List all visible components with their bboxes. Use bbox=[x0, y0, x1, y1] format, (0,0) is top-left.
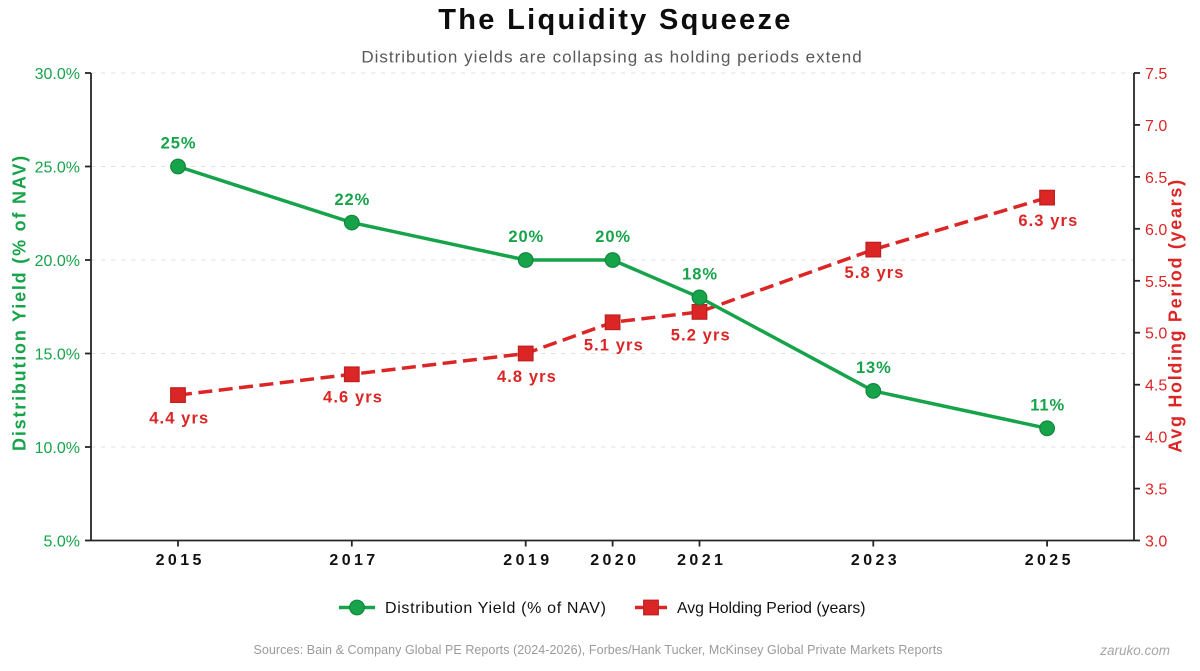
svg-text:6.0: 6.0 bbox=[1145, 222, 1167, 239]
svg-text:20%: 20% bbox=[508, 228, 544, 246]
svg-text:4.4 yrs: 4.4 yrs bbox=[149, 410, 209, 428]
svg-text:25.0%: 25.0% bbox=[35, 160, 80, 177]
svg-text:Sources: Bain & Company Global: Sources: Bain & Company Global PE Report… bbox=[253, 643, 942, 657]
svg-text:Distribution Yield (% of NAV): Distribution Yield (% of NAV) bbox=[10, 154, 30, 451]
svg-text:20%: 20% bbox=[595, 228, 631, 246]
svg-text:2025: 2025 bbox=[1025, 552, 1074, 569]
svg-text:30.0%: 30.0% bbox=[35, 66, 80, 83]
svg-text:2023: 2023 bbox=[851, 552, 900, 569]
svg-text:5.0: 5.0 bbox=[1145, 326, 1167, 343]
svg-text:15.0%: 15.0% bbox=[35, 347, 80, 364]
svg-text:4.8 yrs: 4.8 yrs bbox=[497, 368, 557, 386]
svg-text:zaruko.com: zaruko.com bbox=[1099, 643, 1170, 658]
svg-text:4.5: 4.5 bbox=[1145, 378, 1167, 395]
svg-text:Avg Holding Period (years): Avg Holding Period (years) bbox=[677, 600, 865, 617]
svg-text:4.6 yrs: 4.6 yrs bbox=[323, 389, 383, 407]
svg-text:2015: 2015 bbox=[156, 552, 205, 569]
svg-text:7.0: 7.0 bbox=[1145, 118, 1167, 135]
svg-text:5.8 yrs: 5.8 yrs bbox=[845, 264, 905, 282]
svg-text:Distribution Yield (% of NAV): Distribution Yield (% of NAV) bbox=[385, 600, 607, 617]
svg-text:5.5: 5.5 bbox=[1145, 274, 1167, 291]
svg-text:13%: 13% bbox=[856, 359, 892, 377]
svg-text:2020: 2020 bbox=[590, 552, 639, 569]
svg-text:6.5: 6.5 bbox=[1145, 170, 1167, 187]
svg-text:2019: 2019 bbox=[503, 552, 552, 569]
svg-text:3.5: 3.5 bbox=[1145, 482, 1167, 499]
svg-text:7.5: 7.5 bbox=[1145, 66, 1167, 83]
svg-text:2017: 2017 bbox=[329, 552, 378, 569]
svg-text:Distribution yields are collap: Distribution yields are collapsing as ho… bbox=[361, 47, 862, 66]
svg-text:6.3 yrs: 6.3 yrs bbox=[1018, 212, 1078, 230]
svg-text:Avg Holding Period (years): Avg Holding Period (years) bbox=[1166, 178, 1186, 453]
svg-text:18%: 18% bbox=[682, 266, 718, 284]
svg-text:The Liquidity Squeeze: The Liquidity Squeeze bbox=[438, 4, 792, 36]
svg-text:5.0%: 5.0% bbox=[44, 534, 80, 551]
svg-text:10.0%: 10.0% bbox=[35, 440, 80, 457]
svg-text:20.0%: 20.0% bbox=[35, 253, 80, 270]
svg-text:3.0: 3.0 bbox=[1145, 534, 1167, 551]
svg-text:2021: 2021 bbox=[677, 552, 726, 569]
svg-text:25%: 25% bbox=[161, 135, 197, 153]
svg-text:22%: 22% bbox=[334, 191, 370, 209]
svg-text:5.1 yrs: 5.1 yrs bbox=[584, 337, 644, 355]
svg-text:5.2 yrs: 5.2 yrs bbox=[671, 326, 731, 344]
svg-text:11%: 11% bbox=[1030, 397, 1065, 415]
svg-text:4.0: 4.0 bbox=[1145, 430, 1167, 447]
